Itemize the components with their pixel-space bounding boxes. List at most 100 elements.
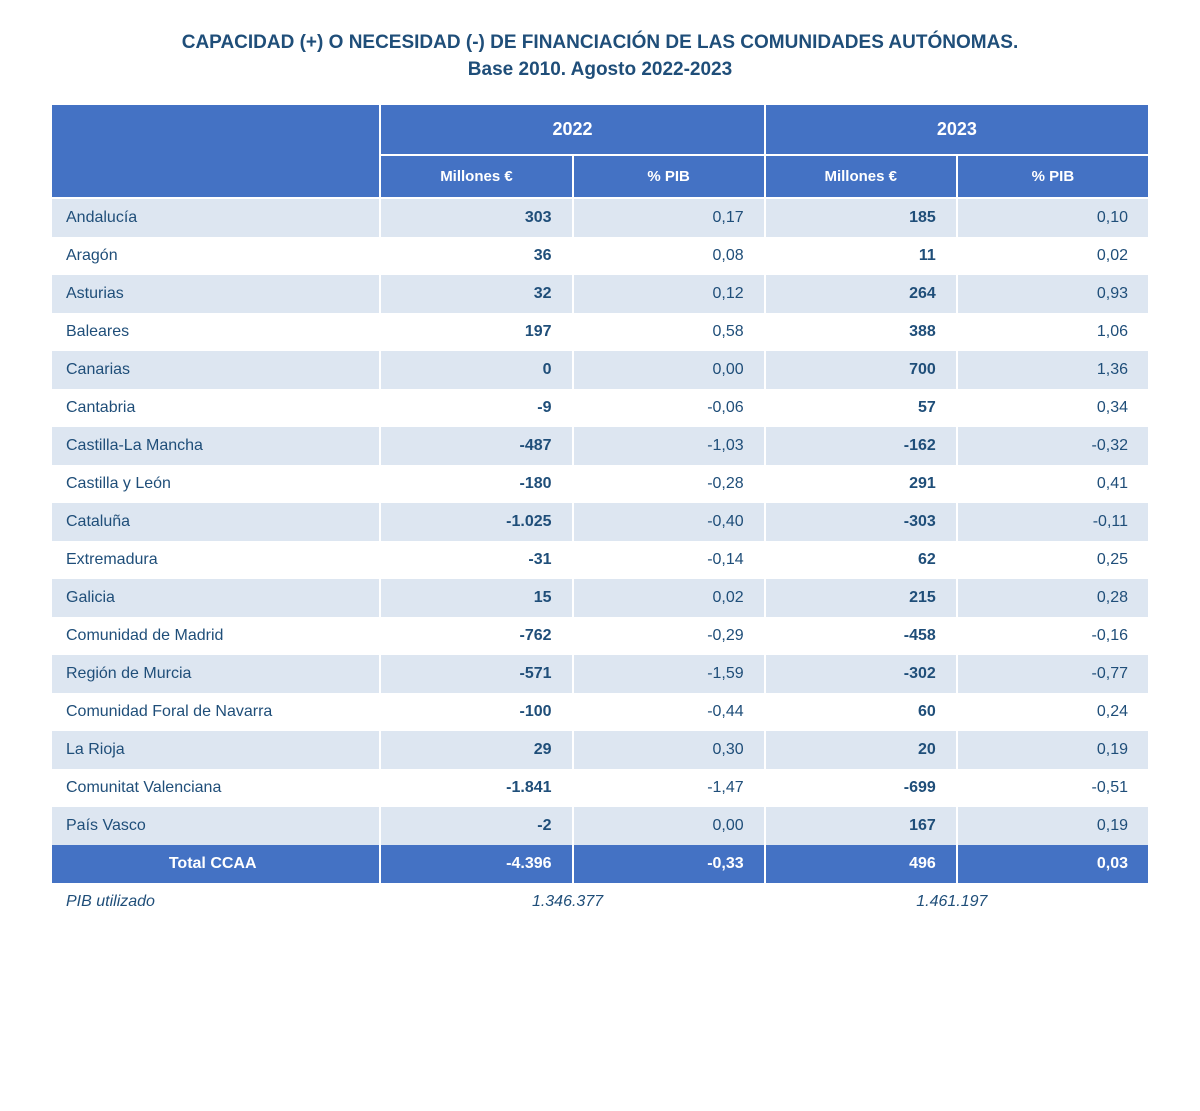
- millions-2022: 29: [380, 731, 572, 769]
- millions-2023: 62: [765, 541, 957, 579]
- region-name: La Rioja: [51, 731, 380, 769]
- pib-2023: 0,19: [957, 731, 1149, 769]
- millions-2022: -487: [380, 427, 572, 465]
- pib-row: PIB utilizado1.346.3771.461.197: [51, 883, 1149, 921]
- pib-2023: -0,77: [957, 655, 1149, 693]
- table-row: Castilla y León-180-0,282910,41: [51, 465, 1149, 503]
- pib-2022: -0,29: [573, 617, 765, 655]
- millions-2022: -180: [380, 465, 572, 503]
- pib-value-2023: 1.461.197: [765, 883, 1149, 921]
- pib-label: PIB utilizado: [51, 883, 380, 921]
- millions-2023: 57: [765, 389, 957, 427]
- table-row: Castilla-La Mancha-487-1,03-162-0,32: [51, 427, 1149, 465]
- pib-2023: 0,02: [957, 237, 1149, 275]
- millions-2023: 167: [765, 807, 957, 845]
- pib-2023: 0,10: [957, 198, 1149, 237]
- title-line1: CAPACIDAD (+) O NECESIDAD (-) DE FINANCI…: [182, 32, 1019, 53]
- region-name: Extremadura: [51, 541, 380, 579]
- header-pib-2022: % PIB: [573, 155, 765, 198]
- pib-2023: 0,28: [957, 579, 1149, 617]
- millions-2022: 32: [380, 275, 572, 313]
- title-line2: Base 2010. Agosto 2022-2023: [468, 59, 732, 80]
- pib-2022: 0,30: [573, 731, 765, 769]
- header-blank: [51, 104, 380, 198]
- pib-2023: 1,36: [957, 351, 1149, 389]
- pib-2022: -1,03: [573, 427, 765, 465]
- pib-2022: 0,58: [573, 313, 765, 351]
- pib-2023: 0,34: [957, 389, 1149, 427]
- millions-2023: 264: [765, 275, 957, 313]
- region-name: Castilla y León: [51, 465, 380, 503]
- millions-2022: -571: [380, 655, 572, 693]
- millions-2023: 291: [765, 465, 957, 503]
- pib-2023: -0,32: [957, 427, 1149, 465]
- region-name: Cantabria: [51, 389, 380, 427]
- table-row: Aragón360,08110,02: [51, 237, 1149, 275]
- millions-2022: -1.025: [380, 503, 572, 541]
- header-millions-2022: Millones €: [380, 155, 572, 198]
- header-year-2023: 2023: [765, 104, 1149, 155]
- region-name: Aragón: [51, 237, 380, 275]
- table-row: La Rioja290,30200,19: [51, 731, 1149, 769]
- table-row: País Vasco-20,001670,19: [51, 807, 1149, 845]
- header-millions-2023: Millones €: [765, 155, 957, 198]
- region-name: Comunidad de Madrid: [51, 617, 380, 655]
- millions-2023: 388: [765, 313, 957, 351]
- pib-2022: -0,44: [573, 693, 765, 731]
- millions-2023: 185: [765, 198, 957, 237]
- millions-2022: 15: [380, 579, 572, 617]
- financing-table: 2022 2023 Millones € % PIB Millones € % …: [50, 103, 1150, 921]
- region-name: Andalucía: [51, 198, 380, 237]
- millions-2022: -31: [380, 541, 572, 579]
- millions-2022: 36: [380, 237, 572, 275]
- pib-2023: -0,16: [957, 617, 1149, 655]
- table-row: Extremadura-31-0,14620,25: [51, 541, 1149, 579]
- pib-2023: -0,51: [957, 769, 1149, 807]
- table-row: Cantabria-9-0,06570,34: [51, 389, 1149, 427]
- pib-2022: 0,02: [573, 579, 765, 617]
- region-name: Canarias: [51, 351, 380, 389]
- pib-2022: -0,28: [573, 465, 765, 503]
- millions-2023: 60: [765, 693, 957, 731]
- total-millions-2022: -4.396: [380, 845, 572, 883]
- pib-2022: 0,00: [573, 351, 765, 389]
- region-name: Baleares: [51, 313, 380, 351]
- table-row: Galicia150,022150,28: [51, 579, 1149, 617]
- pib-2023: -0,11: [957, 503, 1149, 541]
- region-name: Región de Murcia: [51, 655, 380, 693]
- pib-2022: -0,06: [573, 389, 765, 427]
- pib-2023: 0,93: [957, 275, 1149, 313]
- millions-2023: 215: [765, 579, 957, 617]
- region-name: Castilla-La Mancha: [51, 427, 380, 465]
- millions-2022: 0: [380, 351, 572, 389]
- region-name: Comunitat Valenciana: [51, 769, 380, 807]
- header-pib-2023: % PIB: [957, 155, 1149, 198]
- region-name: Comunidad Foral de Navarra: [51, 693, 380, 731]
- millions-2022: -2: [380, 807, 572, 845]
- table-body: Andalucía3030,171850,10Aragón360,08110,0…: [51, 198, 1149, 921]
- pib-2023: 0,19: [957, 807, 1149, 845]
- millions-2023: -303: [765, 503, 957, 541]
- region-name: País Vasco: [51, 807, 380, 845]
- table-row: Canarias00,007001,36: [51, 351, 1149, 389]
- pib-2022: 0,00: [573, 807, 765, 845]
- pib-2023: 1,06: [957, 313, 1149, 351]
- millions-2023: -302: [765, 655, 957, 693]
- total-millions-2023: 496: [765, 845, 957, 883]
- millions-2023: -458: [765, 617, 957, 655]
- millions-2022: -1.841: [380, 769, 572, 807]
- millions-2023: 11: [765, 237, 957, 275]
- table-row: Comunidad de Madrid-762-0,29-458-0,16: [51, 617, 1149, 655]
- pib-value-2022: 1.346.377: [380, 883, 764, 921]
- pib-2022: -1,47: [573, 769, 765, 807]
- pib-2022: 0,17: [573, 198, 765, 237]
- pib-2023: 0,41: [957, 465, 1149, 503]
- millions-2023: -162: [765, 427, 957, 465]
- table-row: Comunidad Foral de Navarra-100-0,44600,2…: [51, 693, 1149, 731]
- millions-2022: -762: [380, 617, 572, 655]
- table-row: Cataluña-1.025-0,40-303-0,11: [51, 503, 1149, 541]
- millions-2022: -9: [380, 389, 572, 427]
- region-name: Asturias: [51, 275, 380, 313]
- total-pib-2023: 0,03: [957, 845, 1149, 883]
- millions-2022: 303: [380, 198, 572, 237]
